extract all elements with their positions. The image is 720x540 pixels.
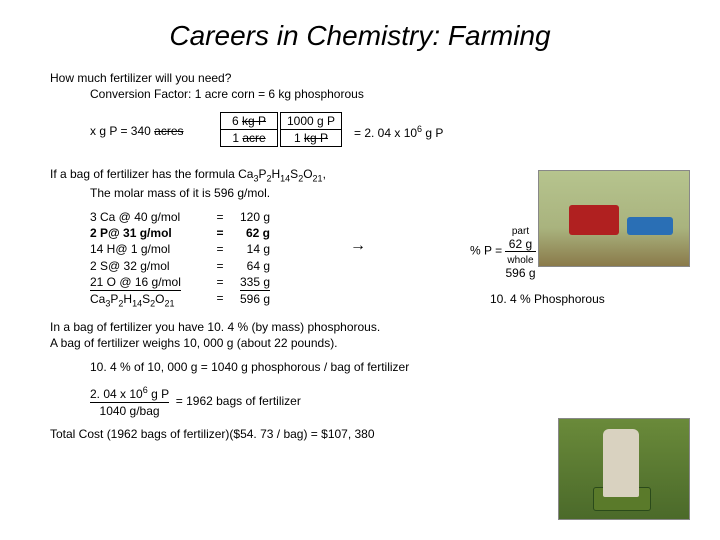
dimensional-analysis: x g P = 340 acres 6 kg P 1 acre 1000 g P… bbox=[90, 112, 670, 152]
val0: 120 g bbox=[230, 209, 270, 225]
row-s: 2 S@ 32 g/mol bbox=[90, 258, 210, 274]
eq5: = bbox=[210, 290, 230, 306]
val2: 14 g bbox=[230, 241, 270, 257]
conversion-factor: Conversion Factor: 1 acre corn = 6 kg ph… bbox=[90, 86, 670, 102]
f1-den-unit: acre bbox=[242, 131, 265, 145]
question-line: How much fertilizer will you need? bbox=[50, 70, 670, 86]
row-o: 21 O @ 16 g/mol bbox=[90, 274, 181, 291]
tractor-photo bbox=[538, 170, 690, 267]
row-p: 2 P@ 31 g/mol bbox=[90, 225, 210, 241]
bags-calc: 2. 04 x 106 g P 1040 g/bag = 1962 bags o… bbox=[90, 384, 670, 418]
dim-lhs-strike: acres bbox=[154, 124, 183, 138]
mass-info-2: A bag of fertilizer weighs 10, 000 g (ab… bbox=[50, 335, 670, 351]
slide-title: Careers in Chemistry: Farming bbox=[50, 20, 670, 52]
f2-den-unit: kg P bbox=[304, 131, 328, 145]
f2-num: 1000 g P bbox=[281, 113, 341, 129]
person-spreader-photo bbox=[558, 418, 690, 520]
val3: 64 g bbox=[230, 258, 270, 274]
per-bag-line: 10. 4 % of 10, 000 g = 1040 g phosphorou… bbox=[90, 359, 670, 375]
mass-info-1: In a bag of fertilizer you have 10. 4 % … bbox=[50, 319, 670, 335]
f1-num-unit: kg P bbox=[242, 114, 266, 128]
eq3: = bbox=[210, 258, 230, 274]
arrow-icon: → bbox=[350, 237, 366, 255]
eq0: = bbox=[210, 209, 230, 225]
dim-rhs-pre: = 2. 04 x 10 bbox=[354, 126, 417, 140]
val4: 335 g bbox=[240, 274, 270, 291]
row-ca: 3 Ca @ 40 g/mol bbox=[90, 209, 210, 225]
val1: 62 g bbox=[230, 225, 270, 241]
dim-rhs-post: g P bbox=[422, 126, 443, 140]
f2-den: 1 bbox=[294, 131, 301, 145]
row-h: 14 H@ 1 g/mol bbox=[90, 241, 210, 257]
pct-result: 10. 4 % Phosphorous bbox=[490, 292, 680, 306]
eq4: = bbox=[210, 274, 230, 290]
f1-den: 1 bbox=[232, 131, 239, 145]
dim-lhs: x g P = 340 bbox=[90, 124, 151, 138]
eq1: = bbox=[210, 225, 230, 241]
val5: 596 g bbox=[230, 291, 270, 307]
f1-num: 6 bbox=[232, 114, 239, 128]
eq2: = bbox=[210, 241, 230, 257]
